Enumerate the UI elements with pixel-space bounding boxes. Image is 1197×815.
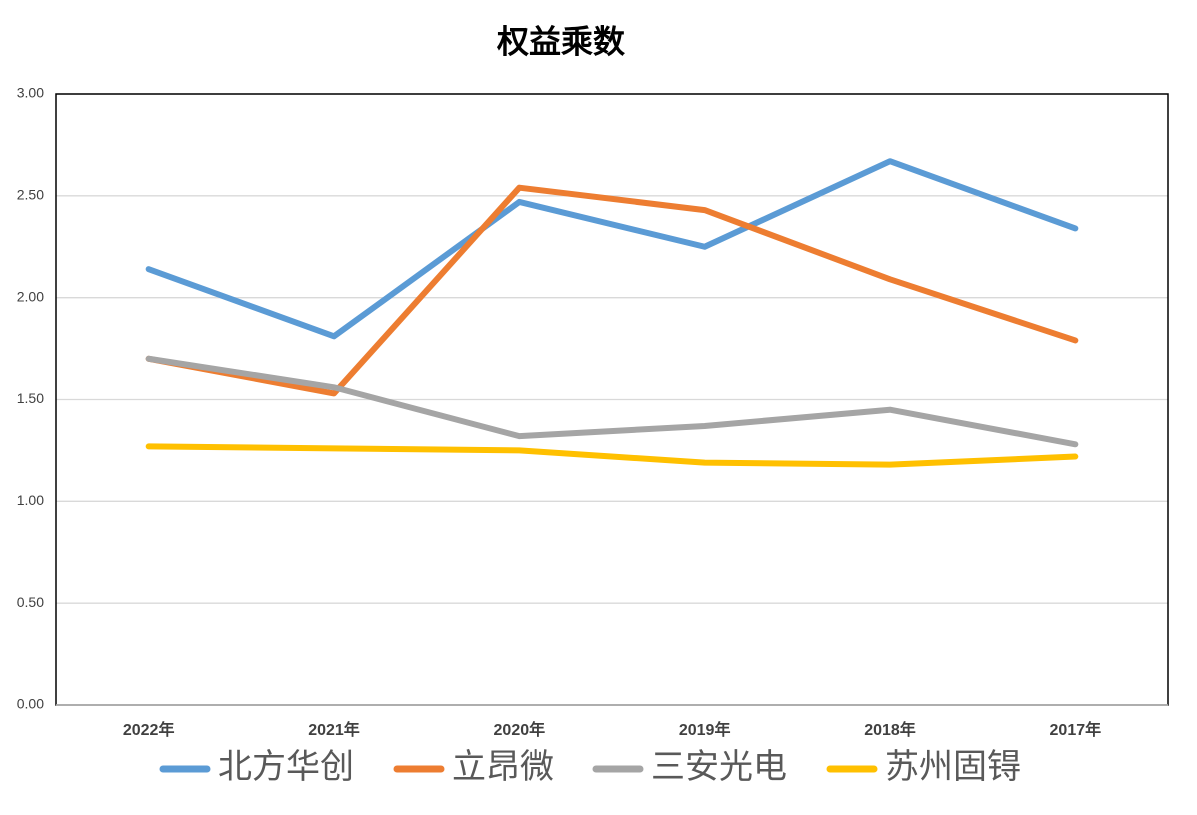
x-tick-label: 2020年	[494, 720, 546, 739]
x-tick-label: 2017年	[1050, 720, 1102, 739]
chart-title: 权益乘数	[496, 23, 626, 61]
y-tick-label: 0.00	[17, 696, 44, 712]
legend-label: 三安光电	[651, 747, 787, 787]
y-tick-label: 1.00	[17, 492, 44, 508]
y-tick-label: 2.00	[17, 288, 44, 304]
x-tick-label: 2022年	[123, 720, 175, 739]
x-tick-label: 2019年	[679, 720, 731, 739]
y-tick-label: 1.50	[17, 390, 44, 406]
legend-label: 北方华创	[218, 747, 354, 787]
x-tick-label: 2021年	[308, 720, 360, 739]
y-tick-label: 2.50	[17, 187, 44, 203]
series-line	[145, 158, 1079, 340]
series-line	[145, 443, 1079, 468]
series-line	[145, 184, 1079, 397]
y-tick-label: 3.00	[17, 85, 44, 101]
legend-label: 立昂微	[452, 747, 554, 787]
legend-label: 苏州固锝	[885, 747, 1021, 787]
y-tick-label: 0.50	[17, 594, 44, 610]
x-tick-label: 2018年	[864, 720, 916, 739]
series-line	[145, 355, 1079, 448]
